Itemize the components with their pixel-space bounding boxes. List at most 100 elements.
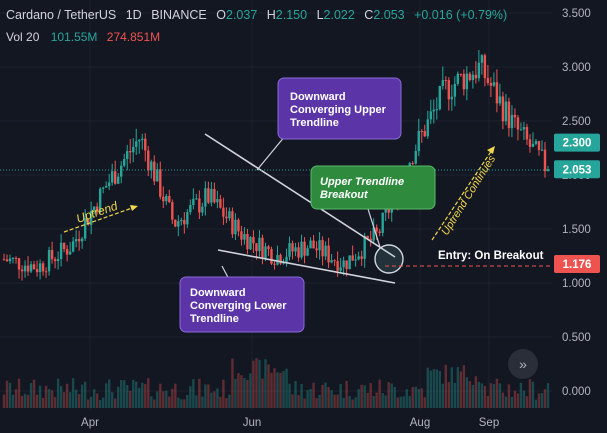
volume-bar	[50, 390, 54, 408]
volume-bar	[543, 389, 547, 408]
volume-bar	[213, 391, 216, 408]
interval[interactable]: 1D	[125, 8, 142, 22]
volume-bar	[357, 389, 360, 408]
volume-bar	[270, 372, 273, 408]
volume-bar	[234, 378, 237, 408]
candle-body	[255, 243, 258, 252]
candle-body	[438, 85, 442, 110]
volume-bar	[342, 397, 345, 408]
candle-body	[459, 73, 463, 75]
candle-body	[11, 257, 15, 259]
price-tag	[554, 254, 600, 273]
candle-body	[53, 259, 57, 262]
volume-bar	[426, 367, 429, 408]
volume-bar	[183, 399, 186, 408]
candle-body	[507, 101, 511, 129]
candle-body	[342, 260, 345, 268]
entry-label: Entry: On Breakout	[438, 250, 544, 262]
upper-trendline-callout	[277, 77, 402, 140]
exchange: BINANCE	[151, 8, 207, 22]
candle-body	[279, 254, 282, 264]
candle-body	[513, 114, 517, 118]
volume-bar	[507, 384, 511, 408]
candle-body	[420, 130, 423, 132]
volume-bar	[519, 382, 523, 408]
volume-bar	[387, 382, 390, 408]
volume-bar	[101, 397, 105, 408]
volume-bar	[408, 396, 411, 408]
candle-body	[237, 219, 240, 232]
volume-bar	[525, 396, 529, 408]
volume-bar	[92, 389, 96, 408]
candle-body	[450, 96, 454, 100]
volume-bar	[516, 393, 520, 408]
volume-bar	[240, 375, 243, 408]
volume-bar	[369, 383, 372, 408]
candle-body	[86, 218, 90, 225]
candle-body	[522, 127, 526, 130]
symbol-name[interactable]: Cardano / TetherUS	[6, 8, 117, 22]
candle-body	[447, 80, 451, 100]
volume-bar	[41, 398, 45, 408]
time-tick-label: Jun	[243, 417, 262, 429]
candle-body	[495, 82, 499, 104]
volume-bar	[540, 393, 544, 408]
volume-bar	[417, 388, 420, 408]
volume-bar	[327, 387, 330, 408]
time-axis[interactable]: Apr Jun Aug Sep	[81, 417, 499, 429]
candle-body	[41, 263, 45, 272]
candle-body	[234, 219, 237, 235]
volume-bar	[98, 399, 102, 408]
candle-body	[411, 163, 414, 165]
volume-bar	[71, 378, 75, 408]
volume-bar	[207, 384, 210, 408]
volume-bar	[384, 395, 387, 408]
volume-bar	[399, 396, 402, 408]
volume-bar	[62, 392, 66, 408]
candle-body	[315, 248, 318, 251]
volume-bar	[432, 369, 435, 408]
candle-body	[480, 55, 484, 63]
candle-body	[264, 246, 267, 259]
volume-bar	[11, 394, 15, 408]
candle-body	[135, 141, 138, 147]
candle-body	[531, 143, 535, 147]
candle-body	[132, 146, 135, 153]
volume-bar	[486, 395, 490, 408]
candle-body	[44, 271, 48, 273]
price-tag-label: 1.176	[563, 259, 592, 271]
volume-bar	[5, 380, 9, 408]
candle-body	[153, 161, 156, 182]
volume-bar	[297, 395, 300, 408]
volume-bar	[324, 382, 327, 408]
volume-bar	[17, 378, 21, 408]
volume-bar	[321, 384, 324, 408]
candle-body	[246, 233, 249, 250]
uptrend-continues-arrowhead	[487, 146, 495, 154]
volume-bar	[219, 396, 222, 408]
candle-body	[465, 73, 469, 90]
candle-body	[423, 131, 426, 137]
close-value: 2.053	[373, 8, 405, 22]
volume-bar	[204, 384, 207, 408]
volume-bar	[177, 397, 180, 408]
candle-body	[336, 261, 339, 271]
volume-bar	[531, 381, 535, 408]
price-tick-label: 3.500	[562, 8, 591, 20]
volume-bar	[117, 386, 120, 408]
scroll-to-realtime-button[interactable]: »	[508, 349, 538, 379]
volume-bar	[144, 384, 147, 408]
volume-bar	[267, 364, 270, 408]
open-value: 2.037	[226, 8, 258, 22]
candle-body	[249, 237, 252, 250]
volume-bar	[453, 382, 457, 408]
candle-body	[489, 82, 493, 86]
volume-bar	[123, 380, 126, 408]
price-tag-label: 2.300	[563, 138, 592, 150]
candle-body	[243, 233, 246, 240]
price-tick-label: 1.500	[562, 224, 591, 236]
candle-body	[222, 207, 225, 217]
candle-body	[501, 96, 505, 122]
volume-bar	[288, 383, 291, 408]
